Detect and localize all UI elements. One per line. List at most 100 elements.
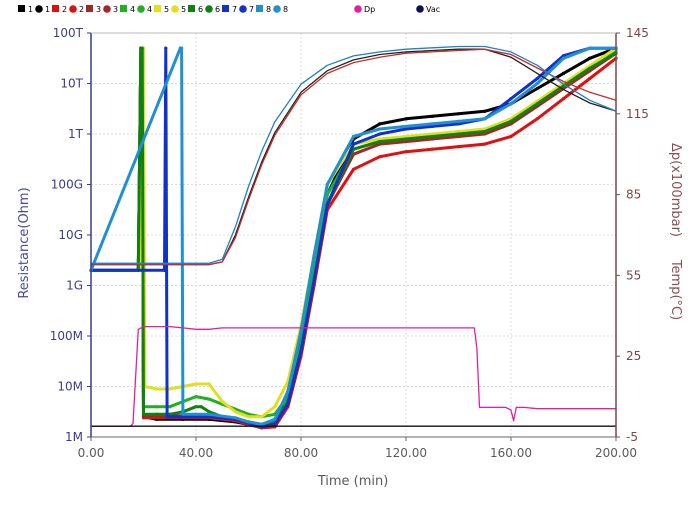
- data-point: [456, 122, 461, 126]
- data-point: [168, 412, 172, 416]
- data-point: [483, 109, 487, 113]
- legend-item[interactable]: 7: [222, 5, 237, 14]
- legend-item[interactable]: 8: [256, 5, 271, 14]
- data-point: [588, 66, 592, 70]
- legend-item[interactable]: 5: [154, 5, 169, 14]
- data-point: [404, 134, 408, 139]
- x-axis-title: Time (min): [317, 474, 389, 489]
- legend-item[interactable]: 6: [188, 5, 203, 14]
- y-right-tick-label: 85: [626, 188, 641, 202]
- data-point: [351, 167, 356, 171]
- data-point: [535, 86, 539, 91]
- data-point: [286, 389, 290, 394]
- data-point: [246, 420, 251, 424]
- legend-item[interactable]: 2: [69, 5, 84, 14]
- legend-circle-marker: [273, 5, 281, 13]
- grid: [90, 32, 617, 438]
- data-point: [273, 422, 277, 426]
- legend-circle-marker: [103, 5, 111, 13]
- data-point: [233, 410, 237, 414]
- y-left-tick-label: 100M: [50, 329, 83, 343]
- data-point: [430, 137, 434, 141]
- data-point: [260, 415, 264, 419]
- legend-label: 6: [215, 5, 220, 14]
- legend-item[interactable]: 3: [103, 5, 118, 14]
- legend-label: 4: [147, 5, 152, 14]
- x-tick-label: 80.00: [284, 446, 318, 460]
- legend-square-marker: [86, 5, 93, 12]
- legend-square-marker: [256, 5, 263, 12]
- legend-label: 5: [181, 5, 186, 14]
- data-point: [404, 139, 408, 144]
- data-point: [207, 415, 211, 419]
- series-dp: [90, 325, 617, 427]
- legend-item[interactable]: 7: [239, 5, 254, 14]
- data-point: [456, 145, 461, 149]
- data-point: [207, 410, 211, 414]
- data-point: [378, 139, 382, 144]
- legend-item[interactable]: 4: [120, 5, 135, 14]
- data-point: [299, 349, 303, 353]
- legend-item[interactable]: 6: [205, 5, 220, 14]
- legend-circle-marker: [171, 5, 179, 13]
- series-6: [89, 46, 618, 426]
- data-point: [325, 182, 329, 187]
- data-point: [325, 203, 329, 207]
- series-line: [90, 325, 617, 427]
- data-point: [140, 46, 144, 50]
- y-left-tick-label: 1T: [68, 127, 84, 141]
- legend-item[interactable]: 3: [86, 5, 101, 14]
- legend-item[interactable]: 1: [18, 5, 33, 14]
- data-point: [535, 117, 539, 121]
- legend-square-marker: [18, 5, 25, 12]
- data-point: [430, 134, 434, 139]
- legend-item[interactable]: Vac: [416, 5, 440, 14]
- data-point: [378, 155, 382, 159]
- data-point: [588, 46, 592, 50]
- legend-label: Dp: [364, 5, 375, 14]
- data-point: [535, 76, 539, 81]
- legend-item[interactable]: 4: [137, 5, 152, 14]
- series-layer: [89, 45, 618, 430]
- legend-item[interactable]: 8: [273, 5, 288, 14]
- series-line: [89, 46, 618, 419]
- data-point: [168, 405, 172, 409]
- legend-label: 7: [249, 5, 254, 14]
- data-point: [430, 114, 434, 118]
- legend-label: 2: [62, 5, 67, 14]
- data-point: [509, 134, 513, 139]
- legend-item[interactable]: Dp: [354, 5, 375, 14]
- y-left-tick-label: 10T: [60, 77, 83, 91]
- legend-circle-marker: [416, 5, 424, 13]
- data-point: [312, 253, 316, 257]
- legend-item[interactable]: 5: [171, 5, 186, 14]
- legend-label: 4: [130, 5, 135, 14]
- data-point: [162, 268, 167, 272]
- y-right-tick-label: 115: [626, 107, 649, 121]
- x-tick-label: 40.00: [179, 446, 213, 460]
- legend-label: 8: [266, 5, 271, 14]
- legend-label: 1: [28, 5, 33, 14]
- x-tick-label: 0.00: [78, 446, 105, 460]
- data-point: [194, 395, 198, 399]
- data-point: [430, 124, 434, 129]
- data-point: [456, 132, 461, 136]
- data-point: [404, 150, 408, 154]
- data-point: [404, 117, 408, 121]
- y-axis-title-right-temperature: Temp(°C): [668, 259, 683, 320]
- data-point: [165, 415, 169, 419]
- series-line: [90, 48, 617, 266]
- series-line: [90, 45, 617, 264]
- legend-label: 3: [96, 5, 101, 14]
- data-point: [155, 387, 159, 391]
- legend-circle-marker: [205, 5, 213, 13]
- x-tick-label: 160.00: [490, 446, 532, 460]
- data-point: [561, 97, 566, 101]
- legend-item[interactable]: 2: [52, 5, 67, 14]
- legend-label: 3: [113, 5, 118, 14]
- data-point: [561, 56, 566, 60]
- legend-item[interactable]: 1: [35, 5, 50, 14]
- data-point: [207, 397, 211, 401]
- y-left-tick-label: 100G: [51, 178, 83, 192]
